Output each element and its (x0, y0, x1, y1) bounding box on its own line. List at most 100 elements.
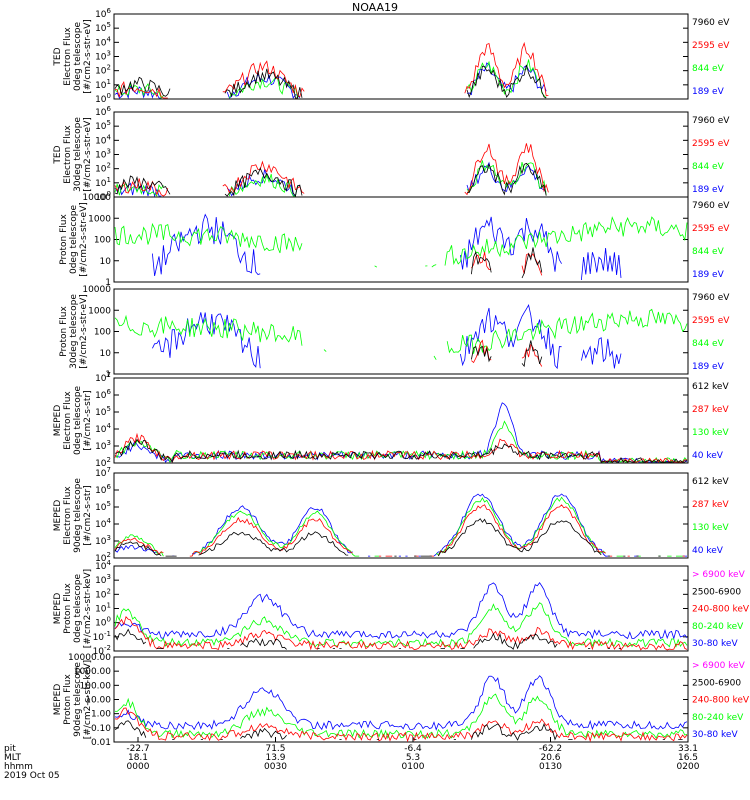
legend-entry: 189 eV (692, 185, 725, 195)
y-label-line: [#/cm2-s-str-eV] (79, 294, 89, 369)
legend-entry: 130 keV (692, 523, 729, 533)
y-axis-label: Proton Flux 30deg telescope [#/cm2-s-str-e… (59, 294, 89, 369)
series-group (114, 402, 688, 463)
panel-frame (113, 472, 689, 559)
y-tick-label: 102 (95, 64, 111, 77)
y-axis-label: MEPED Electron Flux 0deg telescope [#/cm2-s… (53, 386, 93, 456)
y-label-line: Proton Flux (63, 583, 73, 634)
legend-entry: 40 keV (692, 451, 724, 461)
x-row-label: MLT (4, 753, 22, 763)
legend-entry: 287 keV (692, 500, 729, 510)
series-trace (152, 213, 622, 281)
x-tick-label: 5.3 (406, 753, 420, 763)
legend-entry: 240-800 keV (692, 696, 750, 706)
y-label-line: Proton Flux (59, 214, 69, 265)
x-tick-label: -62.2 (539, 744, 562, 754)
legend-entry: 7960 eV (692, 18, 730, 28)
chart-title: NOAA19 (352, 1, 398, 14)
legend-entry: 612 keV (692, 477, 729, 487)
x-tick-label: 0200 (677, 762, 700, 772)
y-label-line: 30deg telescope (69, 294, 79, 369)
series-trace (114, 707, 688, 743)
series-trace (114, 59, 547, 99)
y-label-line: 90deg telescope (73, 662, 83, 737)
y-tick-label: 102 (95, 587, 111, 600)
series-trace (152, 304, 622, 370)
series-trace (114, 143, 549, 197)
legend-entry: 130 keV (692, 428, 729, 438)
y-tick-label: 10000 (82, 285, 111, 295)
series-trace (114, 582, 688, 640)
y-tick-label: 101 (95, 602, 111, 615)
legend-entry: 189 eV (692, 270, 725, 280)
x-row-label: hhmm (4, 762, 33, 772)
series-trace (115, 519, 669, 556)
y-label-line: [#/cm2-s-str] (83, 390, 93, 450)
y-tick-label: 102 (95, 162, 111, 175)
y-label-line: Electron Flux (63, 486, 73, 545)
panel-frame (113, 656, 689, 743)
y-tick-label: 100 (95, 616, 111, 629)
series-trace (471, 247, 543, 279)
series-trace (114, 161, 547, 198)
legend-entry: 2595 eV (692, 224, 730, 234)
x-tick-label: 13.9 (265, 753, 285, 763)
y-label-line: MEPED (53, 500, 63, 532)
legend-entry: 287 keV (692, 405, 729, 415)
legend-entry: 844 eV (692, 339, 725, 349)
y-tick-label: 103 (95, 50, 111, 63)
legend-entry: > 6900 keV (692, 661, 746, 671)
y-tick-label: 0.10 (91, 724, 111, 734)
y-tick-label: 104 (95, 133, 111, 146)
legend-entry: 844 eV (692, 64, 725, 74)
y-tick-label: 106 (95, 483, 111, 496)
x-tick-label: 0000 (127, 762, 150, 772)
legend-entry: 30-80 keV (692, 639, 738, 649)
y-tick-label: 104 (95, 517, 111, 530)
series-trace (114, 616, 688, 651)
x-row-label: 2019 Oct 05 (4, 771, 60, 781)
y-label-line: [#/cm2-s-str-keV] (83, 660, 93, 739)
x-tick-label: 71.5 (265, 744, 285, 754)
legend-entry: > 6900 keV (692, 570, 746, 580)
y-axis-label: MEPED Proton Flux 90deg telescope [#/cm2-s-… (53, 660, 93, 739)
y-label-line: 0deg telescope (73, 386, 83, 456)
y-axis-label: TED Electron Flux 0deg telescope [#/cm2-s-s… (53, 19, 93, 94)
y-tick-label: 1000 (88, 214, 111, 224)
series-group (114, 582, 688, 651)
x-tick-label: 0100 (402, 762, 425, 772)
y-axis-label: MEPED Proton Flux 0deg telescope [#/cm2-s-s… (53, 569, 93, 648)
series-group (114, 213, 688, 281)
series-trace (114, 693, 688, 740)
series-group (114, 41, 549, 100)
y-tick-label: 0.01 (91, 738, 111, 748)
legend-entry: 80-240 keV (692, 713, 744, 723)
x-row-label: pit (4, 744, 16, 754)
y-label-line: MEPED (53, 684, 63, 716)
y-label-line: 0deg telescope (73, 574, 83, 644)
y-tick-label: 106 (95, 105, 111, 118)
x-tick-label: -22.7 (126, 744, 149, 754)
y-tick-label: 101 (95, 78, 111, 91)
y-tick-label: 10 (100, 349, 112, 359)
y-label-line: [#/cm2-s-str-eV] (83, 117, 93, 192)
y-tick-label: 105 (95, 405, 111, 418)
series-trace (114, 41, 549, 99)
legend-entry: 189 eV (692, 87, 725, 97)
legend-entry: 612 keV (692, 382, 729, 392)
series-group (114, 143, 549, 198)
y-tick-label: 106 (95, 388, 111, 401)
x-tick-label: 0030 (264, 762, 287, 772)
legend-entry: 80-240 keV (692, 622, 744, 632)
y-tick-label: 107 (95, 371, 111, 384)
y-tick-label: 1.00 (91, 710, 111, 720)
legend-entry: 2500-6900 (692, 587, 741, 597)
y-label-line: MEPED (53, 405, 63, 437)
y-tick-label: 104 (95, 35, 111, 48)
y-tick-label: 103 (95, 534, 111, 547)
y-label-line: Electron Flux (63, 27, 73, 86)
legend-entry: 7960 eV (692, 116, 730, 126)
